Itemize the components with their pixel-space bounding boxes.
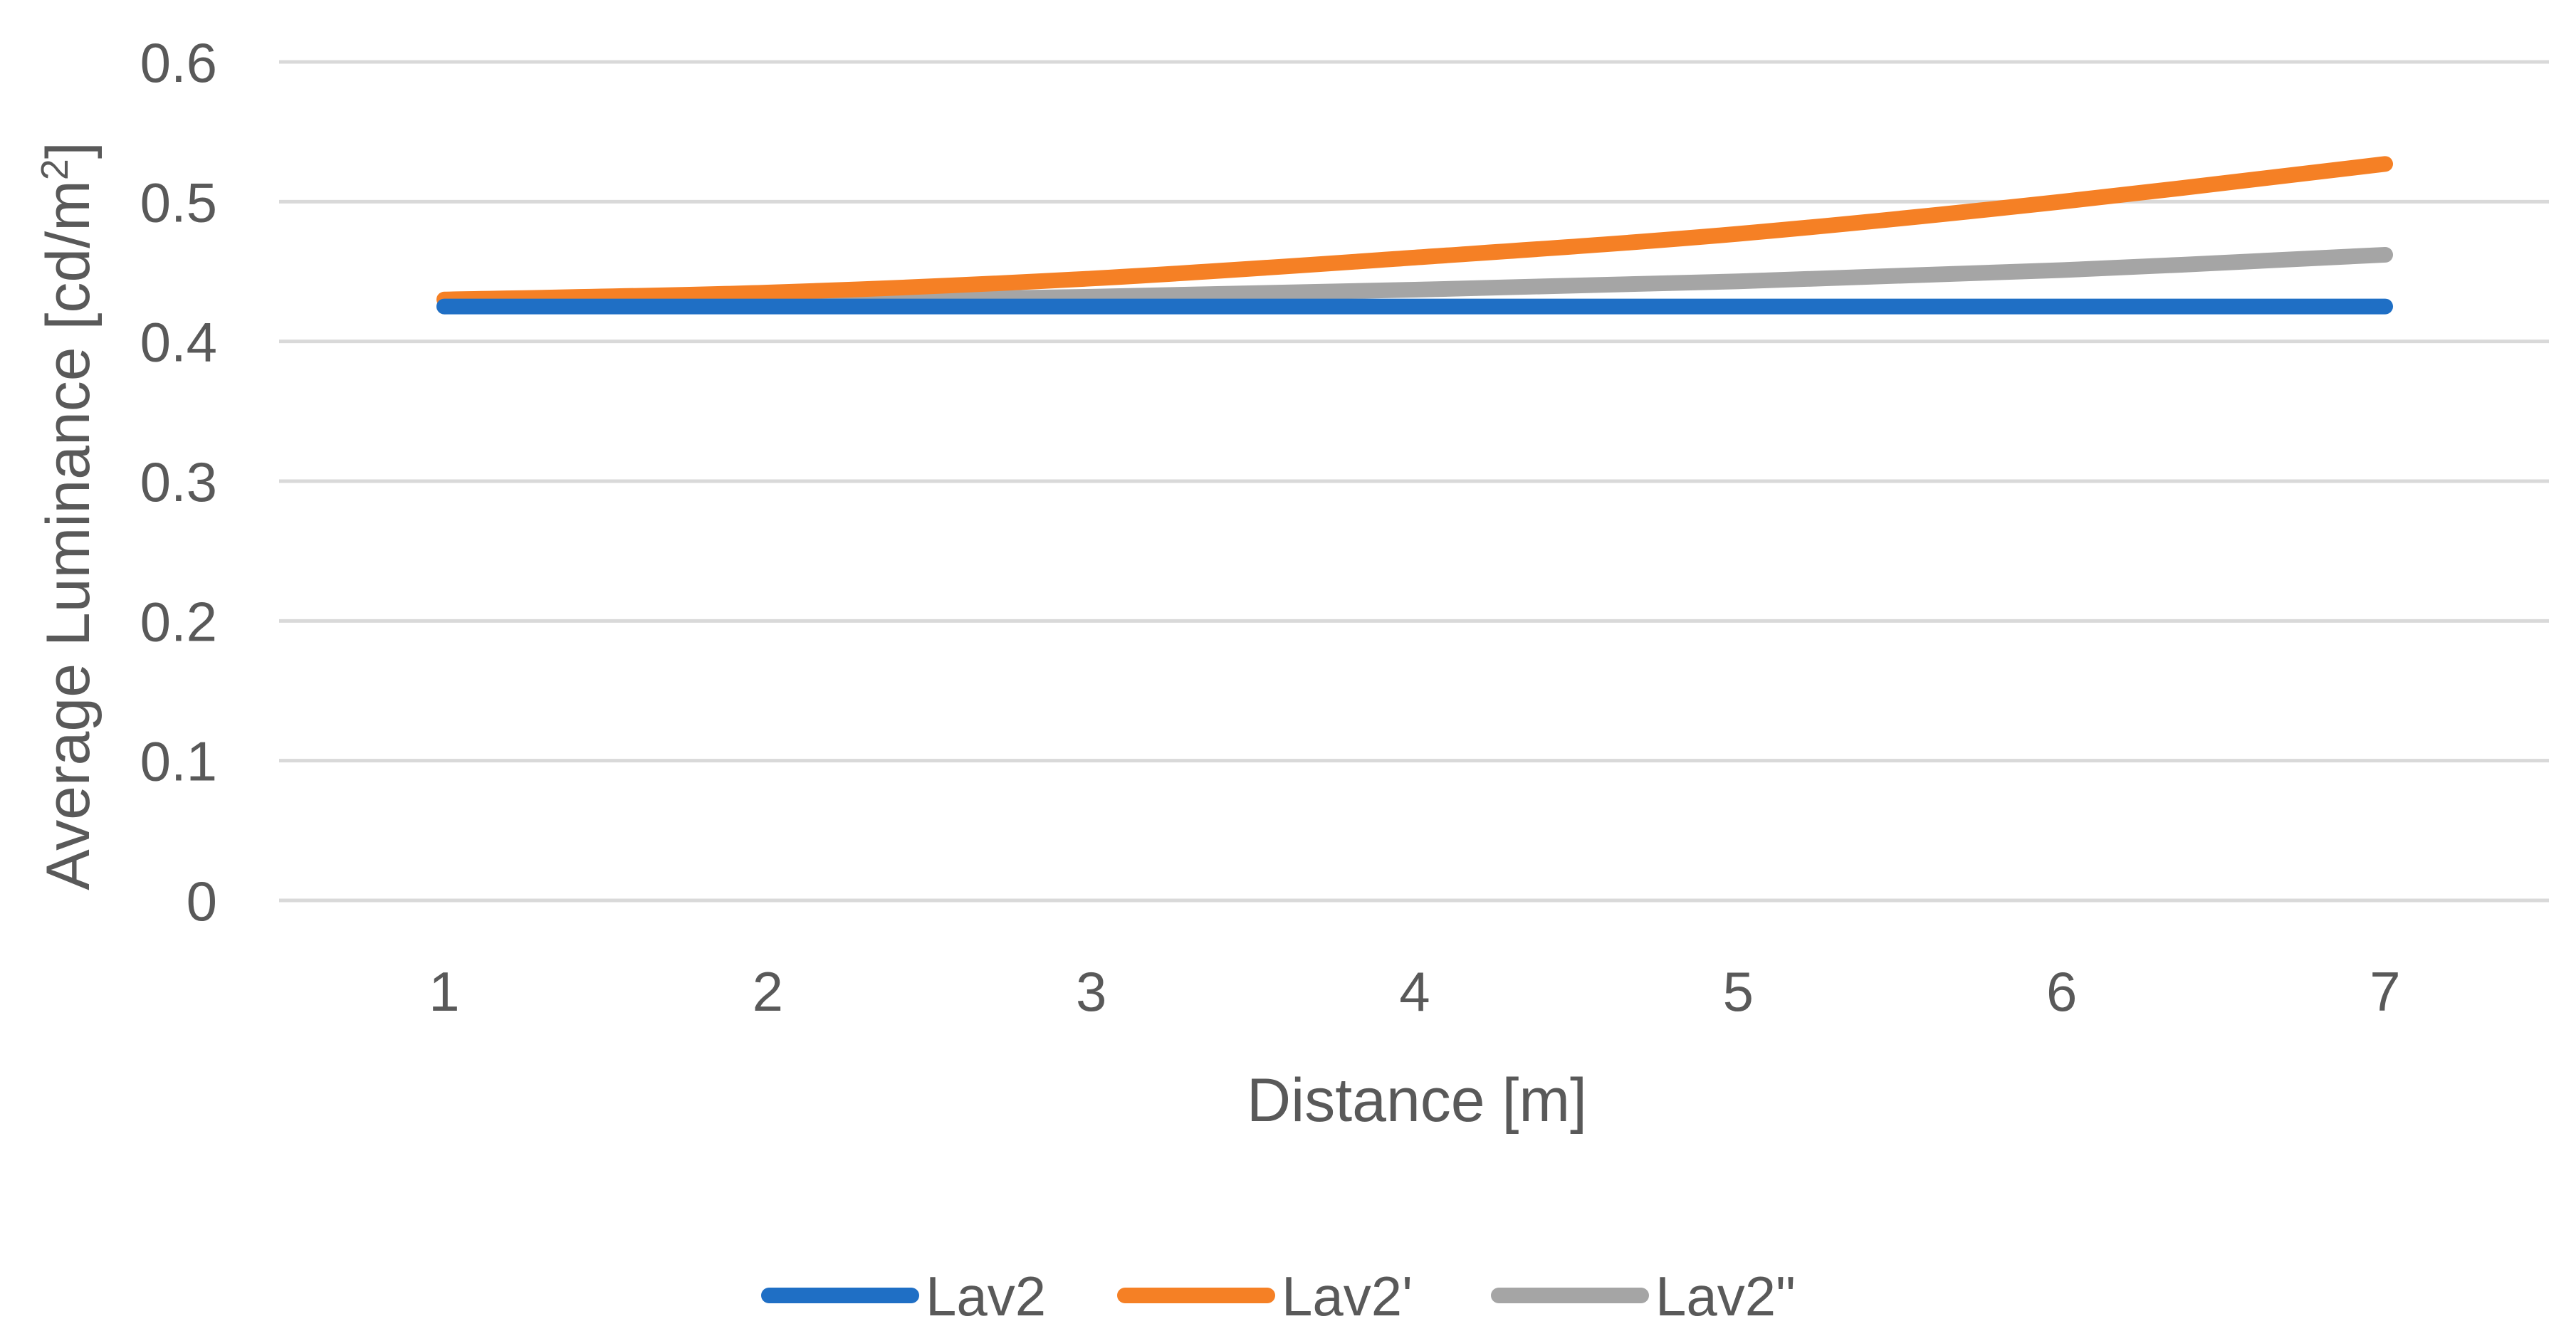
x-tick-label: 1 <box>429 960 459 1023</box>
y-axis-title: Average Luminance [cd/m2] <box>33 142 103 890</box>
gridlines <box>279 60 2549 903</box>
y-tick-label: 0.2 <box>140 590 217 653</box>
x-tick-label: 2 <box>753 960 783 1023</box>
y-tick-label: 0.5 <box>140 171 217 233</box>
x-tick-label: 5 <box>1723 960 1754 1023</box>
y-axis-title-superscript: 2 <box>33 159 76 180</box>
legend-label: Lav2" <box>1655 1265 1796 1327</box>
y-axis-title-end: ] <box>34 142 103 159</box>
x-tick-label: 6 <box>2046 960 2077 1023</box>
y-tick-label: 0.6 <box>140 31 217 94</box>
y-axis-ticks: 0 0.1 0.2 0.3 0.4 0.5 0.6 <box>140 31 217 932</box>
x-axis-title: Distance [m] <box>1247 1066 1587 1135</box>
y-axis-title-main: Average Luminance [cd/m <box>34 180 103 890</box>
y-tick-label: 0.4 <box>140 311 217 374</box>
legend-label: Lav2' <box>1282 1265 1413 1327</box>
series-line-lav2-1 <box>436 156 2393 307</box>
y-tick-label: 0.3 <box>140 451 217 513</box>
legend-label: Lav2 <box>926 1265 1046 1327</box>
series-lines <box>436 156 2393 315</box>
x-tick-label: 4 <box>1399 960 1430 1023</box>
x-tick-label: 3 <box>1076 960 1106 1023</box>
y-tick-label: 0 <box>187 870 217 932</box>
legend: Lav2 Lav2' Lav2" <box>761 1265 1796 1327</box>
x-axis-ticks: 1 2 3 4 5 6 7 <box>429 960 2400 1023</box>
x-tick-label: 7 <box>2370 960 2400 1023</box>
y-tick-label: 0.1 <box>140 730 217 793</box>
